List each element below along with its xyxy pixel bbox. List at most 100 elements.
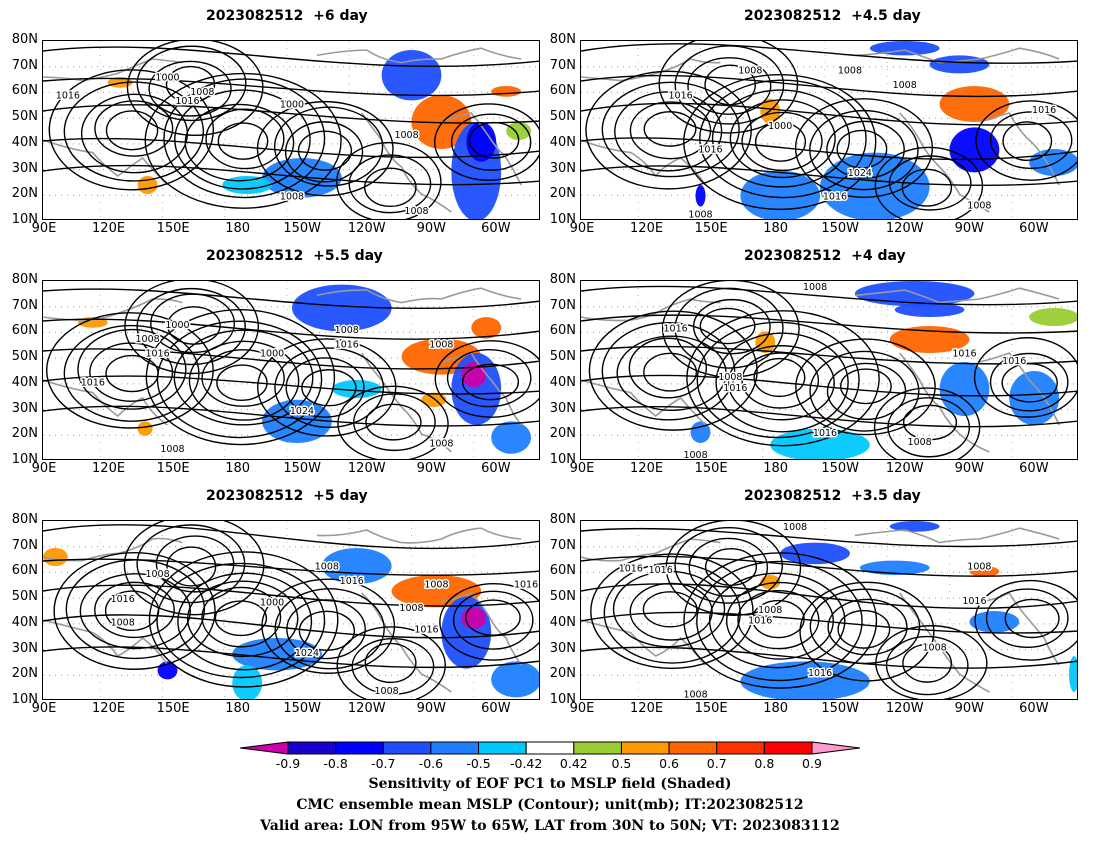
mslp-contour (77, 328, 187, 410)
lat-tick-label: 10N (549, 692, 576, 707)
lon-tick-label: 150W (821, 221, 860, 236)
sensitivity-shading (780, 542, 850, 565)
mslp-contour (43, 348, 539, 370)
contour-label: 1016 (808, 668, 832, 679)
contour-label: 1016 (664, 323, 688, 334)
mslp-contour (43, 375, 539, 395)
mslp-contour (696, 560, 863, 682)
sensitivity-shading (740, 170, 821, 219)
mslp-contour (94, 100, 174, 157)
mslp-contour (136, 524, 246, 604)
contour-label: 1016 (962, 596, 986, 607)
contour-label: 1008 (335, 325, 359, 336)
contour-label: 1016 (340, 576, 364, 587)
contour-label: 1008 (111, 617, 135, 628)
lat-tick-label: 70N (549, 57, 576, 73)
mslp-contour (434, 103, 539, 181)
coastline (581, 538, 721, 562)
lat-tick-label: 50N (549, 349, 576, 365)
mslp-contour (43, 318, 539, 340)
contour-label: 1008 (145, 569, 169, 580)
contour-label: 1008 (838, 65, 862, 76)
mslp-contour (727, 345, 835, 421)
mslp-contour (205, 108, 285, 170)
lat-tick-label: 30N (549, 160, 576, 176)
colorbar-swatch (716, 741, 765, 755)
lat-tick-label: 30N (549, 640, 576, 656)
mslp-contour (699, 307, 756, 345)
colorbar-min-arrow (239, 741, 289, 755)
lat-tick-label: 50N (11, 349, 38, 365)
mslp-contour (581, 527, 1077, 548)
lat-tick-label: 30N (11, 400, 38, 416)
lon-tick-label: 150W (283, 221, 322, 236)
contour-label: 1016 (669, 91, 693, 102)
contour-label: 1008 (429, 340, 453, 351)
mslp-contour (581, 374, 1077, 397)
mslp-contour (148, 60, 232, 117)
mslp-contour (989, 111, 1073, 170)
lon-tick-label: 150E (694, 701, 728, 716)
mslp-contour (616, 335, 727, 411)
mslp-contour (452, 590, 534, 650)
coastline (441, 592, 522, 666)
colorbar-label: 0.6 (659, 756, 680, 771)
mslp-contour (581, 646, 1077, 669)
mslp-contour (827, 598, 908, 656)
sensitivity-shading (755, 331, 776, 353)
lat-tick-label: 80N (11, 272, 38, 287)
contour-label: 1024 (848, 168, 872, 179)
lat-tick-label: 60N (549, 563, 576, 579)
sensitivity-shading (262, 158, 342, 198)
lat-tick-label: 40N (11, 374, 38, 390)
lat-tick-label: 50N (549, 589, 576, 605)
contour-label: 1000 (165, 320, 189, 331)
mslp-contour (79, 573, 191, 650)
mslp-contour (156, 320, 323, 439)
mslp-contour (581, 611, 1077, 634)
mslp-contour (186, 580, 299, 658)
mslp-contour (461, 363, 520, 401)
contour-label: 1000 (260, 349, 284, 360)
mslp-contour (581, 43, 1077, 64)
map-panel: 1008 1016 1008 1016 1016 1008 1008 1016 1016 1008 (580, 520, 1078, 700)
lon-tick-label: 120E (92, 221, 126, 236)
mslp-contour (217, 122, 269, 160)
lat-tick-label: 80N (549, 512, 576, 527)
lat-tick-label: 10N (549, 452, 576, 467)
mslp-contour (741, 111, 823, 172)
mslp-contour (285, 357, 365, 418)
lat-tick-label: 30N (11, 160, 38, 176)
mslp-contour (683, 73, 877, 211)
lon-tick-label: 120W (885, 221, 924, 236)
sensitivity-shading (1029, 149, 1077, 176)
contour-label: 1016 (175, 96, 199, 107)
mslp-contour (337, 385, 449, 459)
colorbar-swatch (525, 741, 575, 755)
colorbar (239, 740, 861, 766)
mslp-contour (214, 600, 268, 637)
map-graphic: 1000 1008 1016 1000 1008 1016 1016 1024 1008 1008… (43, 281, 539, 459)
colorbar-label: 0.42 (559, 756, 588, 771)
lat-tick-label: 50N (549, 109, 576, 125)
panel-title: 2023082512 +5.5 day (206, 248, 383, 264)
mslp-contour (902, 404, 958, 441)
mslp-contour (901, 168, 953, 207)
sensitivity-shading (232, 665, 263, 699)
sensitivity-shading (760, 575, 781, 590)
contour-label: 1016 (335, 340, 359, 351)
lon-tick-label: 150E (156, 221, 190, 236)
lat-tick-label: 80N (549, 32, 576, 47)
sensitivity-shading (222, 176, 273, 194)
sensitivity-shading (1029, 308, 1077, 326)
sensitivity-shading (894, 302, 965, 317)
mslp-contour (643, 352, 698, 392)
mslp-contour (43, 614, 539, 639)
colorbar-swatch (763, 741, 813, 755)
lon-tick-label: 90E (31, 701, 57, 716)
mslp-contour (43, 288, 539, 310)
lon-tick-label: 90W (954, 701, 984, 716)
mslp-contour (601, 81, 740, 178)
mslp-contour (696, 321, 860, 439)
sensitivity-shading (690, 421, 711, 443)
